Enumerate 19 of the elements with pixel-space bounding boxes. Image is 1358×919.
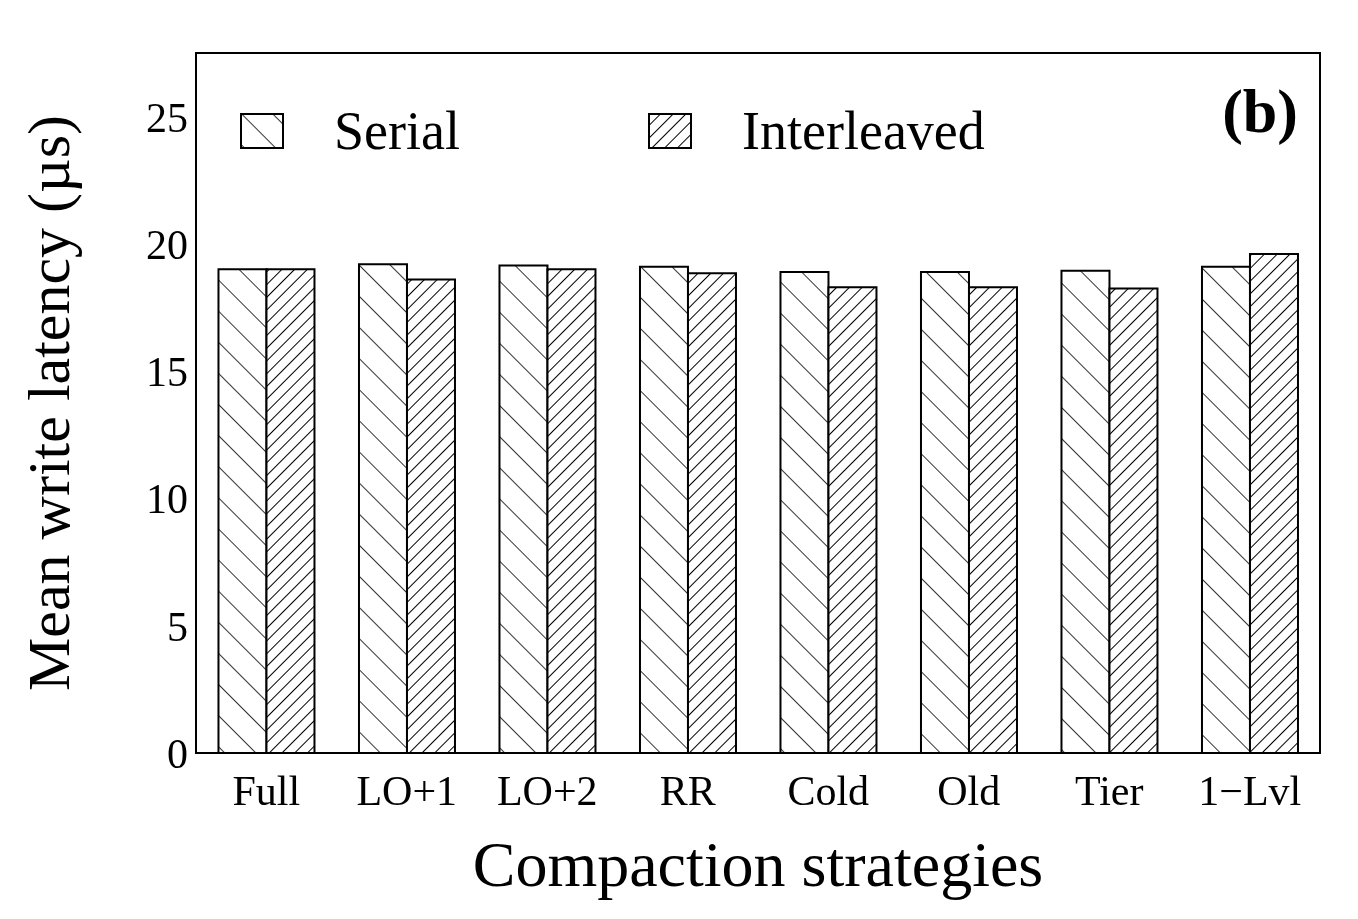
x-axis-title: Compaction strategies: [472, 829, 1044, 900]
x-tick-label: Tier: [1075, 767, 1144, 814]
x-tick-label: LO+2: [496, 767, 598, 814]
x-tick-label: 1−Lvl: [1198, 767, 1302, 814]
y-axis-title: Mean write latency (µs): [16, 114, 83, 692]
y-tick-label: 15: [146, 349, 188, 396]
y-tick-label: 20: [146, 221, 188, 268]
x-tick-label: Old: [937, 767, 1001, 814]
text: Interleaved: [742, 100, 985, 162]
y-tick-label: 10: [146, 476, 188, 523]
series-label: Serial: [334, 100, 460, 162]
annotation: (b): [1222, 76, 1298, 147]
x-tick-label: Cold: [787, 767, 870, 814]
y-tick-label: 5: [167, 603, 188, 650]
x-tick-label: LO+1: [356, 767, 458, 814]
x-tick-label: Full: [232, 767, 301, 814]
y-tick-label: 0: [167, 730, 188, 777]
y-tick-label: 25: [146, 94, 188, 141]
x-tick-label: RR: [659, 767, 716, 814]
